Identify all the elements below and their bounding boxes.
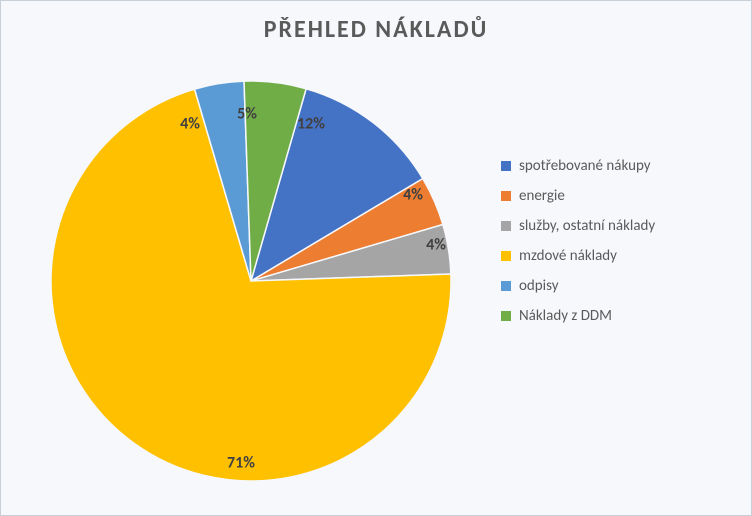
legend-item: služby, ostatní náklady (501, 217, 731, 235)
legend-swatch (501, 191, 511, 201)
pie-data-label: 4% (180, 115, 200, 134)
legend-item: spotřebované nákupy (501, 157, 731, 175)
pie-data-label: 5% (237, 105, 257, 124)
legend-item: mzdové náklady (501, 247, 731, 265)
legend-item: energie (501, 187, 731, 205)
legend-swatch (501, 161, 511, 171)
pie-data-label: 71% (227, 454, 255, 473)
legend-swatch (501, 311, 511, 321)
pie-chart: 12% 4% 4% 71% 4% 5% (41, 71, 461, 491)
legend: spotřebované nákupy energie služby, ostatn… (501, 157, 731, 337)
pie-data-label: 12% (297, 115, 325, 134)
legend-label: energie (519, 187, 565, 205)
legend-swatch (501, 251, 511, 261)
legend-label: spotřebované nákupy (519, 157, 651, 175)
legend-label: mzdové náklady (519, 247, 617, 265)
chart-title: PŘEHLED NÁKLADŮ (1, 15, 751, 44)
legend-swatch (501, 281, 511, 291)
pie-data-label: 4% (426, 236, 446, 255)
pie-data-label: 4% (403, 186, 423, 205)
legend-label: odpisy (519, 277, 559, 295)
legend-label: služby, ostatní náklady (519, 217, 655, 235)
legend-label: Náklady z DDM (519, 307, 612, 325)
legend-item: odpisy (501, 277, 731, 295)
legend-swatch (501, 221, 511, 231)
chart-card: PŘEHLED NÁKLADŮ 12% 4% 4% 71% 4% 5% spotřebov… (0, 0, 752, 516)
legend-item: Náklady z DDM (501, 307, 731, 325)
